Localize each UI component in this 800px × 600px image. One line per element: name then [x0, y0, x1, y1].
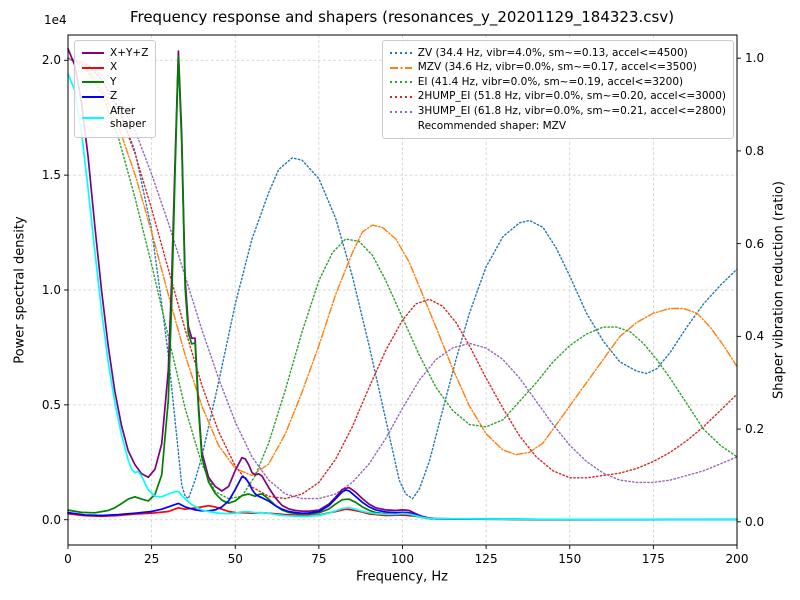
legend-footer: Recommended shaper: MZV — [390, 120, 726, 133]
legend-entry: Z — [82, 90, 148, 103]
legend-label: 3HUMP_EI (61.8 Hz, vibr=0.0%, sm~=0.21, … — [417, 105, 726, 117]
curve-zv — [67, 57, 738, 500]
y-axis-label-right: Shaper vibration reduction (ratio) — [771, 181, 787, 399]
chart-title: Frequency response and shapers (resonanc… — [129, 8, 675, 26]
x-axis-label: Frequency, Hz — [355, 569, 449, 585]
x-tick-label: 200 — [725, 552, 749, 566]
legend-entry: ZV (34.4 Hz, vibr=4.0%, sm~=0.13, accel<… — [389, 46, 726, 60]
legend-entry: X+Y+Z — [82, 47, 148, 60]
legend-label: 2HUMP_EI (51.8 Hz, vibr=0.0%, sm~=0.20, … — [417, 90, 726, 103]
x-tick-label: 100 — [391, 552, 414, 566]
legend-entry: 2HUMP_EI (51.8 Hz, vibr=0.0%, sm~=0.20, … — [389, 90, 726, 103]
legend-entry: X — [82, 61, 148, 74]
x-tick-label: 0 — [64, 552, 72, 566]
legend-line-sample — [389, 95, 412, 98]
legend-line-sample — [389, 110, 412, 113]
x-tick-label: 125 — [474, 552, 498, 566]
y-tick-label-left: 1.5 — [41, 168, 61, 183]
legend-line-sample — [82, 95, 104, 98]
legend-line-sample — [82, 117, 104, 120]
y-tick-label-left: 0.0 — [41, 512, 61, 527]
x-tick-label: 25 — [143, 552, 160, 566]
y-tick-label-left: 2.0 — [41, 53, 61, 68]
legend-line-sample — [82, 81, 104, 84]
y-tick-label-right: 0.8 — [745, 143, 765, 158]
y-tick-label-right: 0.4 — [745, 329, 765, 344]
y-tick-label-left: 0.5 — [41, 397, 61, 412]
y-axis-label-left: Power spectral density — [12, 216, 28, 364]
legend-label: MZV (34.6 Hz, vibr=0.0%, sm~=0.17, accel… — [417, 61, 697, 74]
legend-line-sample — [82, 66, 104, 69]
y-tick-label-left: 1.0 — [41, 283, 61, 297]
legend-entry: 3HUMP_EI (61.8 Hz, vibr=0.0%, sm~=0.21, … — [389, 105, 726, 118]
legend-line-sample — [389, 52, 412, 55]
legend-entry: EI (41.4 Hz, vibr=0.0%, sm~=0.19, accel<… — [389, 75, 726, 89]
legend-label: X — [110, 61, 118, 74]
legend-entry: After shaper — [82, 105, 148, 131]
x-tick-label: 75 — [311, 552, 327, 566]
legend-line-sample — [389, 81, 412, 84]
curve-2hump-ei — [67, 57, 738, 500]
legend-entry: Y — [82, 76, 148, 89]
legend-psd: X+Y+Z X Y Z After shaper — [74, 40, 157, 138]
x-tick-label: 175 — [641, 552, 665, 566]
curve-mzv — [67, 57, 738, 477]
y-tick-label-right: 0.2 — [745, 422, 765, 437]
legend-label: Y — [110, 75, 117, 88]
legend-label: EI (41.4 Hz, vibr=0.0%, sm~=0.19, accel<… — [417, 75, 684, 88]
curve-ei — [67, 57, 738, 500]
legend-line-sample — [82, 52, 104, 55]
curve-after-shaper — [67, 73, 738, 521]
x-tick-label: 150 — [558, 552, 582, 566]
legend-shapers: ZV (34.4 Hz, vibr=4.0%, sm~=0.13, accel<… — [381, 40, 734, 140]
y-tick-label-right: 0.0 — [745, 514, 765, 529]
legend-line-sample — [389, 66, 412, 69]
legend-entry: MZV (34.6 Hz, vibr=0.0%, sm~=0.17, accel… — [389, 61, 726, 74]
legend-label: ZV (34.4 Hz, vibr=4.0%, sm~=0.13, accel<… — [417, 46, 688, 59]
legend-label: After shaper — [110, 105, 147, 131]
curve-3hump-ei — [67, 57, 738, 500]
x-tick-label: 50 — [227, 552, 243, 566]
recommended-shaper-text: Recommended shaper: MZV — [417, 119, 567, 132]
y-tick-label-right: 1.0 — [745, 51, 765, 66]
legend-label: X+Y+Z — [110, 46, 149, 59]
y-axis-offset-text: 1e4 — [44, 13, 67, 27]
legend-label: Z — [110, 90, 118, 103]
y-tick-label-right: 0.6 — [745, 236, 765, 251]
